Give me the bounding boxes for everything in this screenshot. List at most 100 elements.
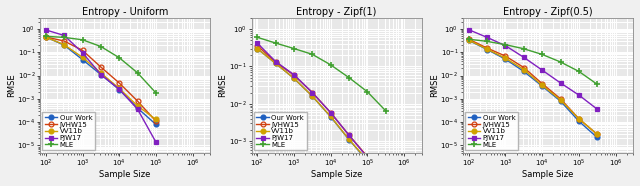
Line: JVHW15: JVHW15 (255, 43, 388, 179)
VV11b (115, 87, 123, 89)
Line: VV11b: VV11b (255, 46, 388, 178)
Our Work (290, 77, 298, 79)
MLE (152, 92, 160, 94)
MLE (502, 44, 509, 46)
Line: MLE: MLE (465, 36, 601, 88)
JVHW15 (42, 36, 50, 38)
JVHW15 (60, 40, 68, 42)
PJW17 (483, 36, 491, 39)
Our Work (327, 116, 335, 118)
PJW17 (327, 112, 335, 114)
MLE (79, 39, 86, 41)
Our Work (520, 70, 527, 73)
Line: PJW17: PJW17 (44, 28, 158, 145)
MLE (483, 40, 491, 43)
Our Work (79, 59, 86, 61)
MLE (557, 61, 564, 63)
Line: Our Work: Our Work (467, 38, 600, 140)
MLE (345, 77, 353, 79)
PJW17 (465, 29, 472, 31)
PJW17 (290, 74, 298, 76)
Our Work (364, 160, 371, 162)
PJW17 (538, 69, 546, 71)
JVHW15 (345, 134, 353, 136)
PJW17 (520, 56, 527, 58)
Our Work (60, 44, 68, 46)
Our Work (272, 62, 280, 65)
VV11b (483, 48, 491, 50)
VV11b (134, 105, 141, 107)
Our Work (502, 58, 509, 60)
JVHW15 (557, 98, 564, 100)
Our Work (382, 182, 390, 185)
PJW17 (364, 156, 371, 158)
MLE (290, 47, 298, 50)
Our Work (483, 48, 491, 51)
MLE (134, 72, 141, 74)
X-axis label: Sample Size: Sample Size (311, 170, 362, 179)
JVHW15 (134, 100, 141, 102)
Our Work (593, 136, 601, 139)
Title: Entropy - Zipf(0.5): Entropy - Zipf(0.5) (503, 7, 593, 17)
JVHW15 (253, 44, 261, 47)
VV11b (42, 36, 50, 38)
MLE (382, 110, 390, 112)
PJW17 (79, 52, 86, 54)
MLE (364, 91, 371, 93)
PJW17 (575, 94, 582, 96)
Line: JVHW15: JVHW15 (467, 37, 600, 137)
JVHW15 (502, 55, 509, 57)
JVHW15 (152, 120, 160, 122)
JVHW15 (272, 61, 280, 63)
Y-axis label: RMSE: RMSE (218, 73, 228, 97)
VV11b (382, 175, 390, 177)
PJW17 (152, 141, 160, 143)
Line: VV11b: VV11b (44, 35, 158, 122)
Legend: Our Work, JVHW15, VV11b, PJW17, MLE: Our Work, JVHW15, VV11b, PJW17, MLE (42, 112, 95, 150)
MLE (97, 45, 105, 48)
VV11b (253, 47, 261, 50)
VV11b (364, 159, 371, 161)
VV11b (79, 56, 86, 58)
VV11b (575, 118, 582, 120)
MLE (42, 35, 50, 37)
Our Work (42, 36, 50, 38)
PJW17 (382, 178, 390, 181)
Our Work (538, 85, 546, 87)
PJW17 (272, 60, 280, 63)
Line: PJW17: PJW17 (255, 41, 388, 182)
VV11b (308, 95, 316, 97)
PJW17 (60, 34, 68, 37)
Line: MLE: MLE (254, 34, 389, 114)
MLE (327, 64, 335, 66)
Our Work (345, 139, 353, 141)
PJW17 (115, 88, 123, 90)
Y-axis label: RMSE: RMSE (7, 73, 16, 97)
JVHW15 (115, 82, 123, 84)
MLE (272, 42, 280, 44)
VV11b (593, 133, 601, 135)
Line: Our Work: Our Work (44, 35, 158, 127)
JVHW15 (308, 92, 316, 94)
VV11b (97, 72, 105, 74)
Line: MLE: MLE (42, 33, 159, 96)
JVHW15 (575, 118, 582, 120)
MLE (593, 83, 601, 85)
VV11b (152, 118, 160, 121)
JVHW15 (520, 66, 527, 69)
PJW17 (345, 134, 353, 136)
VV11b (272, 62, 280, 65)
X-axis label: Sample Size: Sample Size (99, 170, 151, 179)
X-axis label: Sample Size: Sample Size (522, 170, 573, 179)
Legend: Our Work, JVHW15, VV11b, PJW17, MLE: Our Work, JVHW15, VV11b, PJW17, MLE (253, 112, 307, 150)
JVHW15 (465, 38, 472, 40)
MLE (520, 48, 527, 50)
VV11b (557, 99, 564, 101)
PJW17 (253, 42, 261, 44)
JVHW15 (382, 176, 390, 178)
Our Work (308, 95, 316, 97)
Our Work (253, 47, 261, 50)
VV11b (465, 39, 472, 41)
JVHW15 (327, 112, 335, 114)
PJW17 (42, 29, 50, 31)
